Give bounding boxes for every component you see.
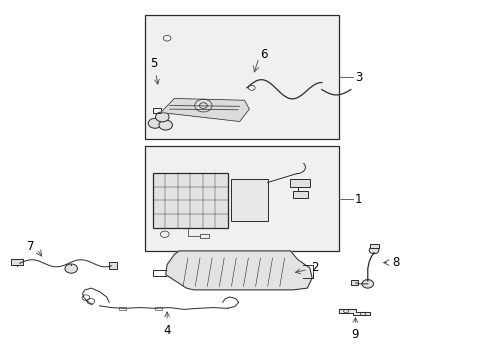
Bar: [290, 179, 309, 187]
Bar: [145, 15, 338, 139]
Text: 3: 3: [354, 71, 361, 84]
Bar: [231, 179, 267, 221]
Polygon shape: [162, 99, 249, 122]
Circle shape: [361, 280, 373, 288]
Text: 6: 6: [260, 48, 267, 61]
Bar: [11, 260, 23, 265]
Bar: [292, 192, 308, 198]
Text: 8: 8: [391, 256, 399, 269]
Text: 4: 4: [163, 312, 170, 337]
Circle shape: [65, 264, 78, 273]
Bar: [152, 173, 227, 228]
Bar: [152, 108, 161, 113]
Text: 1: 1: [354, 193, 362, 206]
Polygon shape: [338, 309, 369, 315]
Circle shape: [368, 247, 378, 254]
Bar: [108, 262, 117, 269]
Circle shape: [159, 120, 172, 130]
Bar: [350, 280, 357, 285]
Bar: [369, 244, 378, 248]
Polygon shape: [165, 251, 311, 290]
Bar: [155, 307, 162, 310]
Bar: [200, 234, 209, 238]
Text: 9: 9: [350, 318, 358, 341]
Text: 2: 2: [295, 261, 318, 274]
Text: 7: 7: [27, 240, 35, 253]
Text: 5: 5: [150, 57, 159, 84]
Circle shape: [155, 112, 169, 122]
Circle shape: [148, 118, 162, 128]
Bar: [145, 146, 338, 251]
Bar: [119, 307, 125, 310]
